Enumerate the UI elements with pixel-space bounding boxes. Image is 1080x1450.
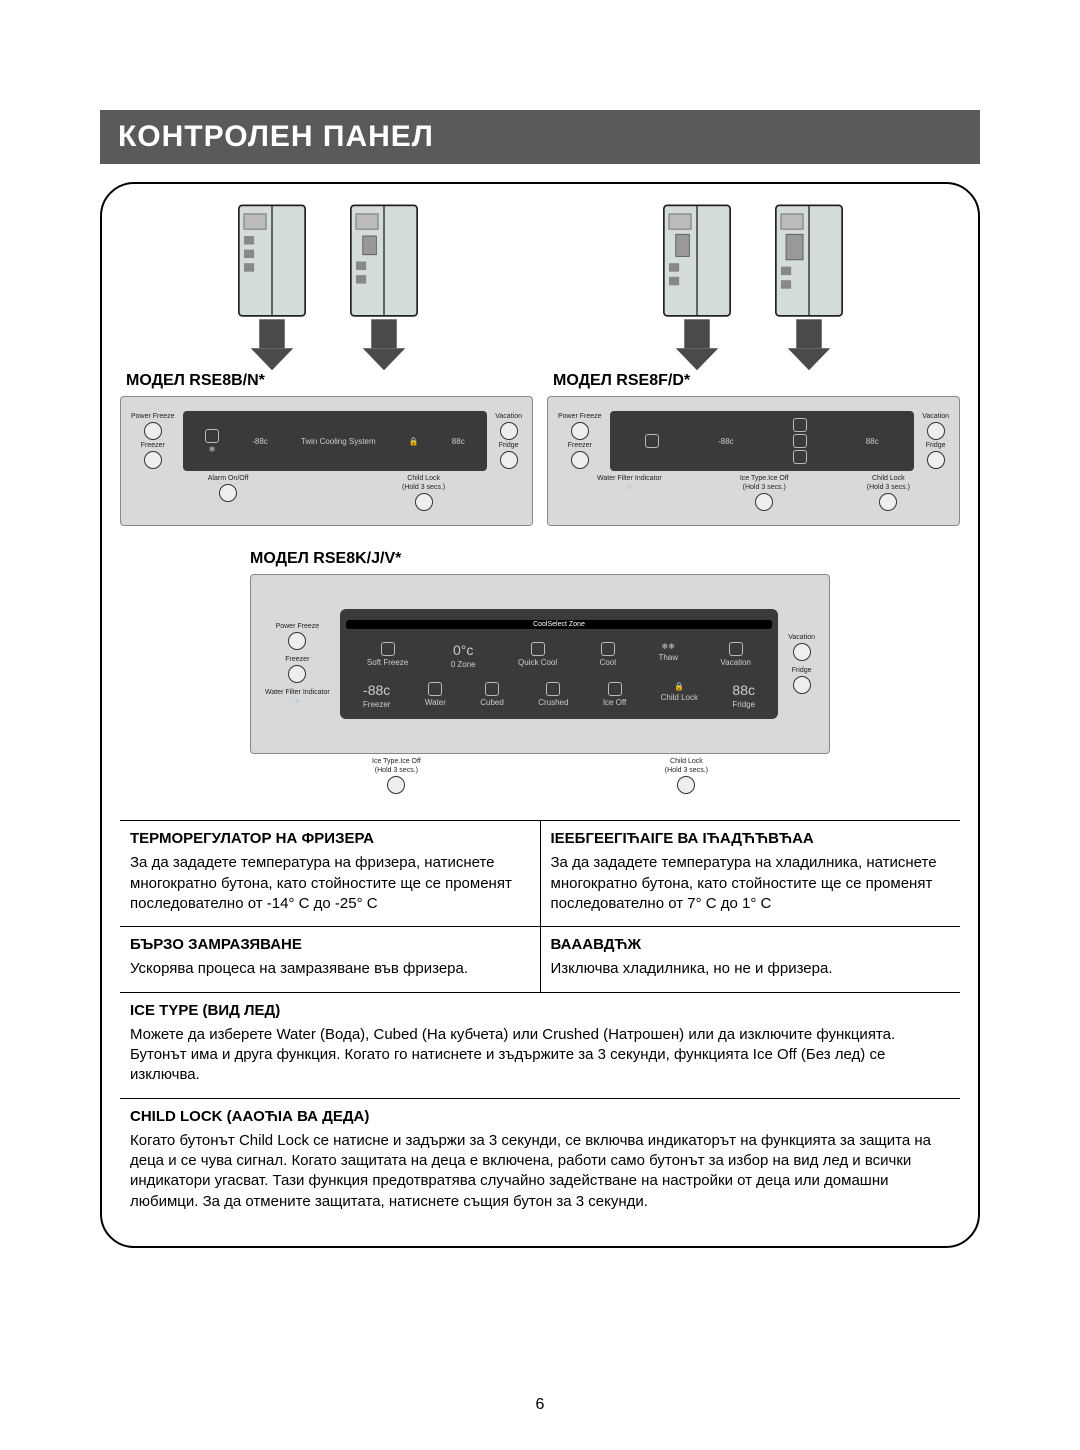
desc-text: Можете да изберете Water (Вода), Cubed (… bbox=[130, 1025, 950, 1086]
button-icon bbox=[500, 451, 518, 469]
desc-cell: ІЕЕБГЕЕГІЋАІГЕ ВА ІЋАДЋЋВЋАА За да задад… bbox=[541, 820, 961, 926]
desc-title: CHILD LOCK (ААОЋІА ВА ДЕДА) bbox=[130, 1107, 950, 1127]
label: Fridge bbox=[499, 442, 519, 449]
control-panel-small: Power Freeze Freezer -88c 88c Va bbox=[547, 396, 960, 526]
diagram-frame: МОДЕЛ RSE8B/N* Power Freeze Freezer ❄ -8… bbox=[100, 182, 980, 1248]
display-screen: -88c 88c bbox=[610, 411, 915, 471]
model-label-right: МОДЕЛ RSE8F/D* bbox=[553, 372, 960, 390]
fridge-illustration bbox=[227, 202, 317, 372]
model-label-left: МОДЕЛ RSE8B/N* bbox=[126, 372, 533, 390]
desc-text: За да зададете температура на хладилника… bbox=[551, 853, 951, 914]
center-model-block: МОДЕЛ RSE8K/J/V* Power Freeze Freezer Wa… bbox=[120, 546, 960, 794]
cool-select-label: CoolSelect Zone bbox=[346, 620, 773, 629]
desc-text: Ускорява процеса на замразяване във фриз… bbox=[130, 959, 530, 979]
desc-cell: ТЕРМОРЕГУЛАТОР НА ФРИЗЕРА За да зададете… bbox=[120, 820, 541, 926]
section-title: КОНТРОЛЕН ПАНЕЛ bbox=[100, 110, 980, 164]
label: Power Freeze bbox=[131, 413, 175, 420]
control-panel-large: Power Freeze Freezer Water Filter Indica… bbox=[250, 574, 830, 754]
button-icon bbox=[144, 422, 162, 440]
desc-cell: ICE TYPE (ВИД ЛЕД) Можете да изберете Wa… bbox=[120, 992, 960, 1098]
desc-title: ТЕРМОРЕГУЛАТОР НА ФРИЗЕРА bbox=[130, 829, 530, 849]
desc-cell: БЪРЗО ЗАМРАЗЯВАНЕ Ускорява процеса на за… bbox=[120, 926, 541, 992]
desc-title: ВАААВДЋЖ bbox=[551, 935, 951, 955]
description-table: ТЕРМОРЕГУЛАТОР НА ФРИЗЕРА За да зададете… bbox=[120, 820, 960, 1224]
control-panel-small: Power Freeze Freezer ❄ -88c Twin Cooling… bbox=[120, 396, 533, 526]
desc-cell: ВАААВДЋЖ Изключва хладилника, но не и фр… bbox=[541, 926, 961, 992]
desc-title: ICE TYPE (ВИД ЛЕД) bbox=[130, 1001, 950, 1021]
desc-text: Изключва хладилника, но не и фризера. bbox=[551, 959, 951, 979]
model-panels-row: МОДЕЛ RSE8B/N* Power Freeze Freezer ❄ -8… bbox=[120, 368, 960, 526]
label: Freezer bbox=[141, 442, 165, 449]
fridge-illustrations bbox=[120, 202, 960, 372]
model-label-center: МОДЕЛ RSE8K/J/V* bbox=[250, 550, 401, 568]
button-icon bbox=[500, 422, 518, 440]
label: Vacation bbox=[495, 413, 522, 420]
desc-cell: CHILD LOCK (ААОЋІА ВА ДЕДА) Когато бутон… bbox=[120, 1098, 960, 1224]
display-screen-large: CoolSelect Zone Soft Freeze 0°c0 Zone Qu… bbox=[340, 609, 779, 719]
desc-text: Когато бутонът Child Lock се натисне и з… bbox=[130, 1131, 950, 1212]
button-icon bbox=[144, 451, 162, 469]
fridge-illustration bbox=[764, 202, 854, 372]
desc-text: За да зададете температура на фризера, н… bbox=[130, 853, 530, 914]
fridge-illustration bbox=[339, 202, 429, 372]
fridge-illustration bbox=[652, 202, 742, 372]
display-screen: ❄ -88c Twin Cooling System 🔒 88c bbox=[183, 411, 488, 471]
desc-title: ІЕЕБГЕЕГІЋАІГЕ ВА ІЋАДЋЋВЋАА bbox=[551, 829, 951, 849]
page-number: 6 bbox=[536, 1396, 545, 1414]
desc-title: БЪРЗО ЗАМРАЗЯВАНЕ bbox=[130, 935, 530, 955]
